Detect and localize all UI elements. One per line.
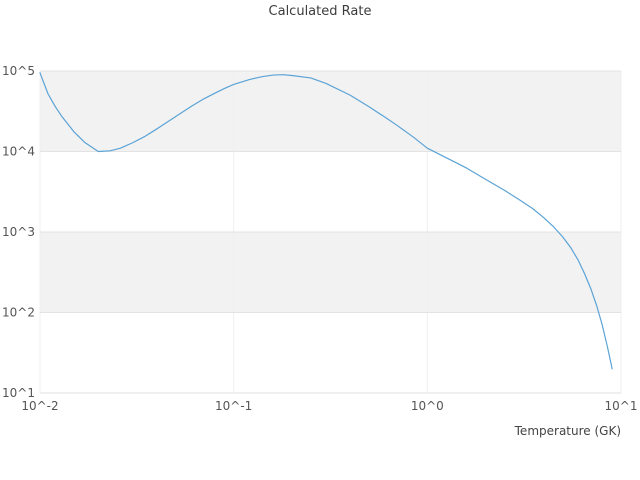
x-tick-label: 10^0 xyxy=(411,399,444,413)
y-tick-label: 10^5 xyxy=(2,64,35,78)
background-band xyxy=(40,232,621,313)
chart-title: Calculated Rate xyxy=(268,4,372,19)
data-line-calculated-rate xyxy=(39,72,613,370)
y-tick-label: 10^4 xyxy=(2,145,35,159)
x-tick-label: 10^-1 xyxy=(215,399,252,413)
x-axis-title: Temperature (GK) xyxy=(514,424,621,438)
background-band xyxy=(40,71,621,152)
y-tick-label: 10^2 xyxy=(2,306,35,320)
y-tick-label: 10^1 xyxy=(2,386,35,400)
x-tick-label: 10^-2 xyxy=(21,399,58,413)
x-tick-label: 10^1 xyxy=(605,399,638,413)
y-tick-label: 10^3 xyxy=(2,225,35,239)
